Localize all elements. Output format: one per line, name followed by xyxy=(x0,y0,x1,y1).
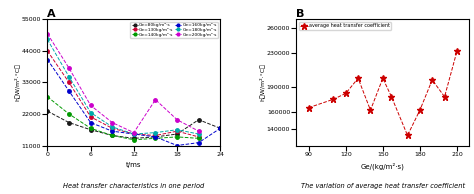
Ge=180kg/m²·s xyxy=(45,38,50,41)
Ge=140kg/m²·s xyxy=(196,137,201,139)
Ge=200kg/m²·s xyxy=(66,67,72,69)
X-axis label: t/ms: t/ms xyxy=(126,162,142,168)
Ge=140kg/m²·s xyxy=(88,127,93,129)
Text: The variation of average heat transfer coefficient: The variation of average heat transfer c… xyxy=(301,183,465,189)
Line: Ge=180kg/m²·s: Ge=180kg/m²·s xyxy=(46,38,201,136)
Ge=80kg/m²·s xyxy=(153,136,158,138)
average heat transfer coefficient xyxy=(442,96,447,98)
Ge=200kg/m²·s xyxy=(88,104,93,107)
Ge=130kg/m²·s xyxy=(174,130,180,132)
average heat transfer coefficient xyxy=(306,107,311,109)
average heat transfer coefficient xyxy=(343,92,348,94)
Text: B: B xyxy=(296,9,305,19)
Line: Ge=80kg/m²·s: Ge=80kg/m²·s xyxy=(46,109,222,140)
Line: Ge=130kg/m²·s: Ge=130kg/m²·s xyxy=(46,49,201,139)
X-axis label: Ge/(kg/m²·s): Ge/(kg/m²·s) xyxy=(361,162,405,170)
Ge=80kg/m²·s xyxy=(196,119,201,121)
Ge=180kg/m²·s xyxy=(66,75,72,78)
average heat transfer coefficient xyxy=(356,77,361,79)
Ge=160kg/m²·s xyxy=(131,133,137,135)
average heat transfer coefficient xyxy=(454,50,460,53)
Ge=160kg/m²·s xyxy=(109,130,115,132)
average heat transfer coefficient xyxy=(389,96,394,98)
Ge=130kg/m²·s xyxy=(88,116,93,118)
Line: Ge=140kg/m²·s: Ge=140kg/m²·s xyxy=(46,95,201,141)
Ge=80kg/m²·s xyxy=(218,127,223,129)
Ge=180kg/m²·s xyxy=(131,133,137,135)
Line: Ge=160kg/m²·s: Ge=160kg/m²·s xyxy=(46,58,222,147)
Ge=130kg/m²·s xyxy=(109,127,115,129)
Ge=80kg/m²·s xyxy=(66,121,72,124)
Ge=160kg/m²·s xyxy=(66,90,72,92)
Ge=160kg/m²·s xyxy=(88,121,93,124)
Ge=140kg/m²·s xyxy=(66,113,72,115)
average heat transfer coefficient xyxy=(380,77,386,79)
Ge=140kg/m²·s xyxy=(174,136,180,138)
Ge=160kg/m²·s xyxy=(196,141,201,144)
Ge=80kg/m²·s xyxy=(174,133,180,135)
Line: Ge=200kg/m²·s: Ge=200kg/m²·s xyxy=(46,32,201,134)
Ge=140kg/m²·s xyxy=(153,137,158,139)
average heat transfer coefficient xyxy=(368,109,374,111)
Text: A: A xyxy=(47,9,56,19)
Ge=140kg/m²·s xyxy=(45,96,50,98)
Ge=130kg/m²·s xyxy=(196,136,201,138)
Ge=130kg/m²·s xyxy=(131,133,137,135)
Line: average heat transfer coefficient: average heat transfer coefficient xyxy=(305,48,460,139)
Ge=200kg/m²·s xyxy=(174,119,180,121)
Ge=130kg/m²·s xyxy=(45,50,50,52)
Ge=80kg/m²·s xyxy=(45,110,50,112)
Ge=200kg/m²·s xyxy=(153,99,158,101)
Ge=80kg/m²·s xyxy=(88,129,93,131)
Ge=130kg/m²·s xyxy=(66,81,72,84)
Ge=180kg/m²·s xyxy=(196,133,201,135)
Ge=130kg/m²·s xyxy=(153,134,158,137)
Ge=180kg/m²·s xyxy=(109,126,115,128)
Ge=200kg/m²·s xyxy=(45,33,50,35)
Ge=200kg/m²·s xyxy=(131,132,137,134)
Ge=200kg/m²·s xyxy=(196,130,201,132)
Ge=160kg/m²·s xyxy=(218,127,223,129)
Ge=180kg/m²·s xyxy=(153,132,158,134)
Text: Heat transfer characteristics in one period: Heat transfer characteristics in one per… xyxy=(63,183,204,189)
Legend: average heat transfer coefficient: average heat transfer coefficient xyxy=(299,22,391,30)
average heat transfer coefficient xyxy=(417,109,423,111)
Ge=180kg/m²·s xyxy=(174,129,180,131)
Y-axis label: h（W/m²·°C）: h（W/m²·°C） xyxy=(14,63,20,101)
Ge=160kg/m²·s xyxy=(174,144,180,147)
Ge=140kg/m²·s xyxy=(109,134,115,137)
Ge=160kg/m²·s xyxy=(45,58,50,61)
average heat transfer coefficient xyxy=(405,134,410,137)
Ge=80kg/m²·s xyxy=(109,134,115,137)
Ge=180kg/m²·s xyxy=(88,111,93,114)
Y-axis label: h（W/m²·°C）: h（W/m²·°C） xyxy=(259,63,265,101)
average heat transfer coefficient xyxy=(330,98,336,100)
average heat transfer coefficient xyxy=(429,79,435,81)
Ge=140kg/m²·s xyxy=(131,139,137,141)
Ge=200kg/m²·s xyxy=(109,121,115,124)
Legend: Ge=80kg/m²·s, Ge=130kg/m²·s, Ge=140kg/m²·s, Ge=160kg/m²·s, Ge=180kg/m²·s, Ge=200: Ge=80kg/m²·s, Ge=130kg/m²·s, Ge=140kg/m²… xyxy=(130,22,218,38)
Ge=160kg/m²·s xyxy=(153,136,158,138)
Ge=80kg/m²·s xyxy=(131,137,137,139)
